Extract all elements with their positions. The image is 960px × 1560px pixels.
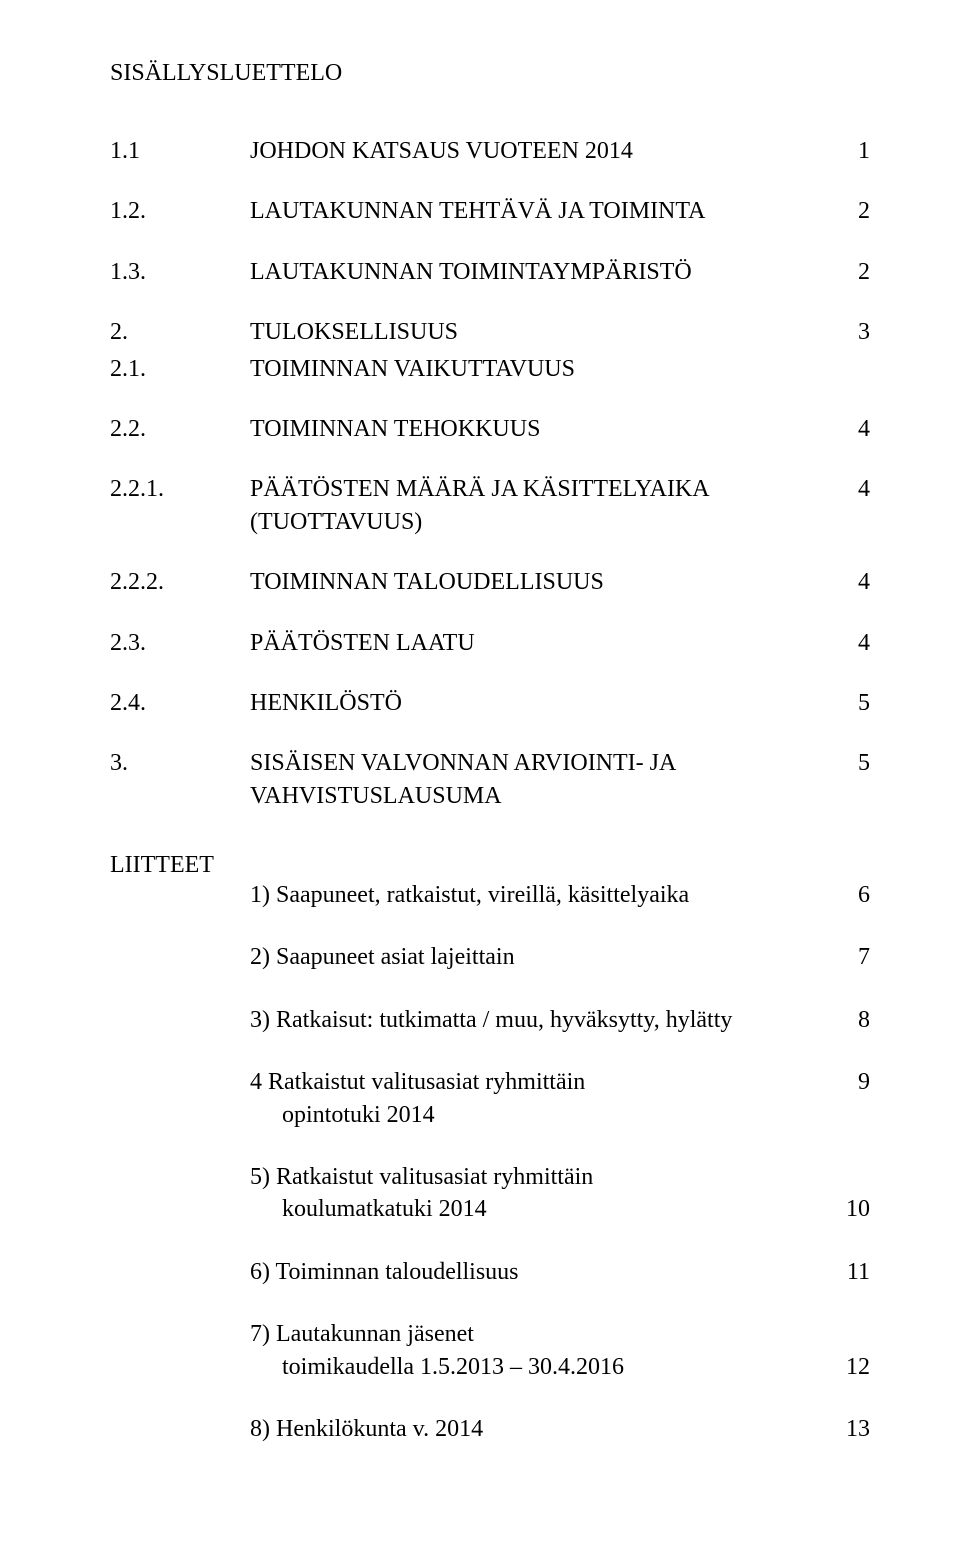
toc-row: 2.2.1.PÄÄTÖSTEN MÄÄRÄ JA KÄSITTELYAIKA(T… [110,473,870,538]
toc-number: 2.2.2. [110,566,250,598]
liite-indent [110,941,250,973]
toc-label: TOIMINNAN TEHOKKUUS [250,413,820,445]
liite-label: opintotuki 2014 [250,1099,820,1131]
toc-page: 1 [820,135,870,167]
toc-row: 2.2.TOIMINNAN TEHOKKUUS4 [110,413,870,445]
liite-row: toimikaudella 1.5.2013 – 30.4.201612 [110,1351,870,1383]
toc-page: 4 [820,413,870,445]
toc-label: LAUTAKUNNAN TOIMINTAYMPÄRISTÖ [250,256,820,288]
liite-indent [110,1066,250,1098]
liite-indent [110,1318,250,1350]
liite-indent [110,879,250,911]
liite-label: 1) Saapuneet, ratkaistut, vireillä, käsi… [250,879,820,911]
toc-number: 2.1. [110,353,250,385]
liite-page: 12 [820,1351,870,1383]
liite-indent [110,1256,250,1288]
liite-page [820,1318,870,1350]
liite-page: 6 [820,879,870,911]
toc-page: 3 [820,316,870,348]
liite-label: 8) Henkilökunta v. 2014 [250,1413,820,1445]
toc-label: HENKILÖSTÖ [250,687,820,719]
toc-page: 4 [820,627,870,659]
liite-label: 3) Ratkaisut: tutkimatta / muu, hyväksyt… [250,1004,820,1036]
toc-number: 1.2. [110,195,250,227]
toc-page: 4 [820,473,870,538]
toc-row: 2.2.2.TOIMINNAN TALOUDELLISUUS4 [110,566,870,598]
toc-number: 2.4. [110,687,250,719]
document-title: SISÄLLYSLUETTELO [110,60,870,87]
toc-row: 2.TULOKSELLISUUS3 [110,316,870,348]
liite-indent [110,1161,250,1193]
toc-number: 2.2.1. [110,473,250,538]
liite-page [820,1099,870,1131]
toc-label: TULOKSELLISUUS [250,316,820,348]
toc-label: SISÄISEN VALVONNAN ARVIOINTI- JAVAHVISTU… [250,747,820,812]
liite-label: 6) Toiminnan taloudellisuus [250,1256,820,1288]
liite-indent [110,1413,250,1445]
toc-page: 5 [820,687,870,719]
toc-page: 5 [820,747,870,812]
liite-row: 1) Saapuneet, ratkaistut, vireillä, käsi… [110,879,870,911]
toc-label: PÄÄTÖSTEN LAATU [250,627,820,659]
liite-page: 7 [820,941,870,973]
liite-label: 2) Saapuneet asiat lajeittain [250,941,820,973]
liite-page [820,1161,870,1193]
toc-row: 1.2.LAUTAKUNNAN TEHTÄVÄ JA TOIMINTA2 [110,195,870,227]
liite-page: 13 [820,1413,870,1445]
liite-indent [110,1099,250,1131]
liite-label: koulumatkatuki 2014 [250,1193,820,1225]
liite-indent [110,1004,250,1036]
toc-label: TOIMINNAN VAIKUTTAVUUS [250,353,820,385]
liite-row: 8) Henkilökunta v. 201413 [110,1413,870,1445]
liite-label: 4 Ratkaistut valitusasiat ryhmittäin [250,1066,820,1098]
liite-indent [110,1193,250,1225]
liite-row: opintotuki 2014 [110,1099,870,1131]
toc-number: 2.3. [110,627,250,659]
liite-label: 7) Lautakunnan jäsenet [250,1318,820,1350]
toc-number: 1.3. [110,256,250,288]
toc-row: 2.4.HENKILÖSTÖ5 [110,687,870,719]
liitteet-heading: LIITTEET [110,852,870,879]
toc-number: 3. [110,747,250,812]
toc-label: PÄÄTÖSTEN MÄÄRÄ JA KÄSITTELYAIKA(TUOTTAV… [250,473,820,538]
toc-row: 2.1.TOIMINNAN VAIKUTTAVUUS [110,353,870,385]
liite-page: 10 [820,1193,870,1225]
liite-page: 8 [820,1004,870,1036]
toc-label: LAUTAKUNNAN TEHTÄVÄ JA TOIMINTA [250,195,820,227]
page: SISÄLLYSLUETTELO 1.1JOHDON KATSAUS VUOTE… [0,0,960,1560]
liite-row: 3) Ratkaisut: tutkimatta / muu, hyväksyt… [110,1004,870,1036]
toc-number: 1.1 [110,135,250,167]
toc-row: 1.3.LAUTAKUNNAN TOIMINTAYMPÄRISTÖ2 [110,256,870,288]
toc-page: 4 [820,566,870,598]
toc-row: 3.SISÄISEN VALVONNAN ARVIOINTI- JAVAHVIS… [110,747,870,812]
liite-page: 9 [820,1066,870,1098]
liite-page: 11 [820,1256,870,1288]
toc-row: 2.3.PÄÄTÖSTEN LAATU4 [110,627,870,659]
liite-label: 5) Ratkaistut valitusasiat ryhmittäin [250,1161,820,1193]
liite-row: 4 Ratkaistut valitusasiat ryhmittäin9 [110,1066,870,1098]
toc-list: 1.1JOHDON KATSAUS VUOTEEN 20141 1.2.LAUTA… [110,135,870,812]
liite-indent [110,1351,250,1383]
toc-row: 1.1JOHDON KATSAUS VUOTEEN 20141 [110,135,870,167]
toc-page [820,353,870,385]
toc-label: JOHDON KATSAUS VUOTEEN 2014 [250,135,820,167]
liitteet-list: 1) Saapuneet, ratkaistut, vireillä, käsi… [110,879,870,1445]
liite-row: 2) Saapuneet asiat lajeittain7 [110,941,870,973]
toc-page: 2 [820,195,870,227]
toc-number: 2. [110,316,250,348]
liite-row: 7) Lautakunnan jäsenet [110,1318,870,1350]
liite-row: koulumatkatuki 201410 [110,1193,870,1225]
liite-label: toimikaudella 1.5.2013 – 30.4.2016 [250,1351,820,1383]
liite-row: 6) Toiminnan taloudellisuus11 [110,1256,870,1288]
toc-number: 2.2. [110,413,250,445]
liite-row: 5) Ratkaistut valitusasiat ryhmittäin [110,1161,870,1193]
toc-page: 2 [820,256,870,288]
toc-label: TOIMINNAN TALOUDELLISUUS [250,566,820,598]
